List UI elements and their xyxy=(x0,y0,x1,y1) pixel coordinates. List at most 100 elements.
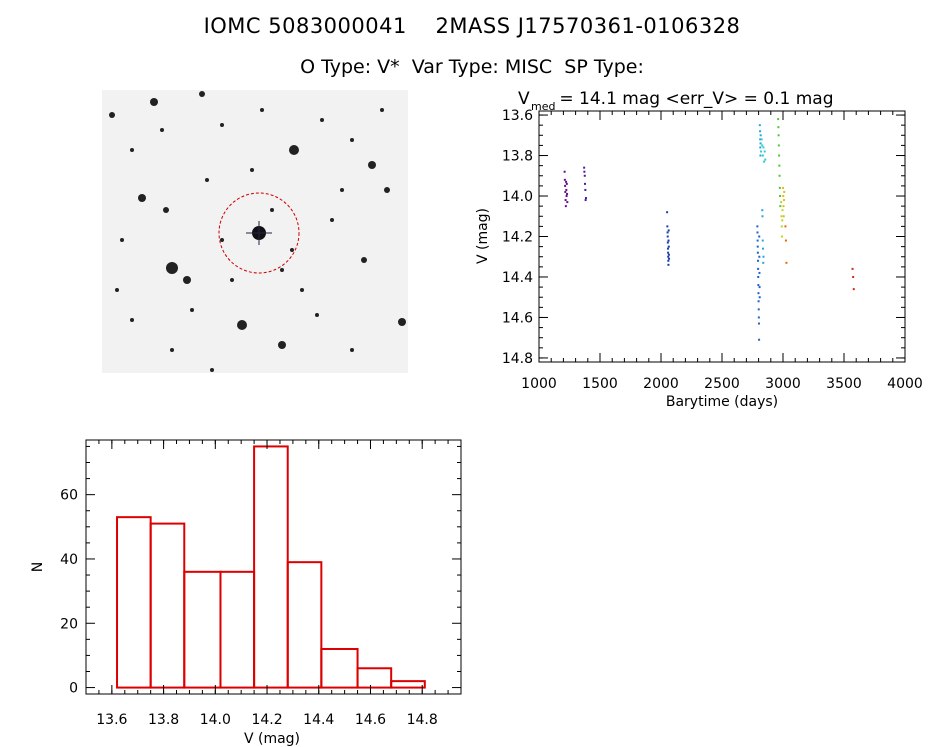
hist-bar xyxy=(356,667,393,689)
lc-data-point xyxy=(565,180,568,183)
lc-data-point xyxy=(584,197,587,200)
lc-x-axis-label: Barytime (days) xyxy=(666,394,778,410)
lc-data-point xyxy=(777,134,780,137)
hist-x-tick-label: 14.4 xyxy=(303,712,334,728)
lc-data-point xyxy=(584,188,587,191)
lc-plot-frame xyxy=(538,110,906,363)
lc-data-point xyxy=(761,215,764,218)
star xyxy=(130,318,134,322)
star xyxy=(300,288,304,292)
star-field xyxy=(109,91,406,372)
lc-y-tick-label: 14.4 xyxy=(502,270,533,286)
star xyxy=(237,320,247,330)
lc-data-point xyxy=(781,235,784,238)
lc-data-point xyxy=(782,215,785,218)
lc-data-point xyxy=(583,166,586,169)
lc-data-point xyxy=(780,225,783,228)
lc-data-point xyxy=(777,118,780,121)
chart-subtitle: O Type: V* Var Type: MISC SP Type: xyxy=(300,56,644,78)
star xyxy=(109,112,115,118)
lc-data-point xyxy=(583,174,586,177)
lc-data-point xyxy=(666,225,669,228)
lc-data-point xyxy=(779,205,782,208)
lc-data-point xyxy=(667,253,670,256)
lc-data-point xyxy=(756,251,759,254)
lc-data-point xyxy=(762,261,765,264)
star xyxy=(230,278,234,282)
lc-data-point xyxy=(781,219,784,222)
target-circle xyxy=(218,192,300,274)
lc-data-point xyxy=(851,267,854,270)
lc-data-point xyxy=(757,300,760,303)
hist-x-tick-label: 14.0 xyxy=(200,712,231,728)
lc-data-point xyxy=(583,182,586,185)
star xyxy=(205,178,209,182)
lc-data-point xyxy=(778,164,781,167)
lc-data-point xyxy=(757,322,760,325)
lc-data-point xyxy=(667,259,670,262)
lc-data-point xyxy=(666,235,669,238)
lc-data-point xyxy=(757,292,760,295)
lc-y-tick-label: 14.8 xyxy=(502,351,533,367)
lc-data-point xyxy=(757,284,760,287)
hist-bar xyxy=(219,570,256,689)
hist-bar xyxy=(183,570,222,689)
lc-data-point xyxy=(756,231,759,234)
hist-y-tick-label: 0 xyxy=(69,681,78,697)
star xyxy=(210,368,214,372)
lc-data-point xyxy=(756,259,759,262)
lc-data-point xyxy=(759,138,762,141)
lc-y-axis-label: V (mag) xyxy=(475,208,491,264)
lc-data-point xyxy=(782,205,785,208)
lc-data-point xyxy=(666,211,669,214)
lc-y-tick-label: 14.0 xyxy=(502,189,533,205)
lc-data-point xyxy=(780,201,783,204)
lc-data-point xyxy=(666,231,669,234)
hist-bar xyxy=(286,561,323,689)
lc-data-point xyxy=(564,205,567,208)
star xyxy=(340,188,344,192)
lc-data-point xyxy=(759,130,762,133)
lc-data-point xyxy=(761,209,764,212)
star xyxy=(190,308,194,312)
lc-y-tick-label: 14.6 xyxy=(502,310,533,326)
lc-data-point xyxy=(666,247,669,250)
lc-data-point xyxy=(777,126,780,129)
lc-data-point xyxy=(566,192,569,195)
star xyxy=(150,98,158,106)
lc-data-point xyxy=(785,261,788,264)
star xyxy=(361,257,367,263)
star xyxy=(384,187,390,193)
hist-bar xyxy=(253,445,289,689)
lc-y-tick-label: 14.2 xyxy=(502,230,533,246)
hist-bar xyxy=(149,522,186,689)
hist-x-tick-label: 13.8 xyxy=(148,712,179,728)
lc-data-point xyxy=(761,154,764,157)
sky-image-canvas xyxy=(102,90,408,373)
lc-data-point xyxy=(782,195,785,198)
lc-data-point xyxy=(666,241,669,244)
lc-data-point xyxy=(758,296,761,299)
star xyxy=(115,288,119,292)
lc-data-point xyxy=(566,201,569,204)
lc-data-point xyxy=(667,229,670,232)
lc-data-point xyxy=(565,195,568,198)
lc-y-tick-label: 13.8 xyxy=(502,149,533,165)
star xyxy=(220,123,224,127)
lc-data-point xyxy=(667,255,670,258)
lc-data-point xyxy=(852,275,855,278)
chart-title: IOMC 5083000041 2MASS J17570361-0106328 xyxy=(203,14,741,38)
star xyxy=(220,238,224,242)
lc-data-point xyxy=(758,338,761,341)
star xyxy=(163,207,169,213)
lc-data-point xyxy=(784,225,787,228)
lc-title-main: V xyxy=(518,89,530,109)
hist-bar xyxy=(320,647,359,689)
hist-x-tick-label: 14.2 xyxy=(251,712,282,728)
lc-data-point xyxy=(761,144,764,147)
lc-data-point xyxy=(758,286,761,289)
lc-data-point xyxy=(759,146,762,149)
star xyxy=(350,138,354,142)
lc-data-point xyxy=(782,199,785,202)
sky-image-thumbnail xyxy=(102,90,408,373)
